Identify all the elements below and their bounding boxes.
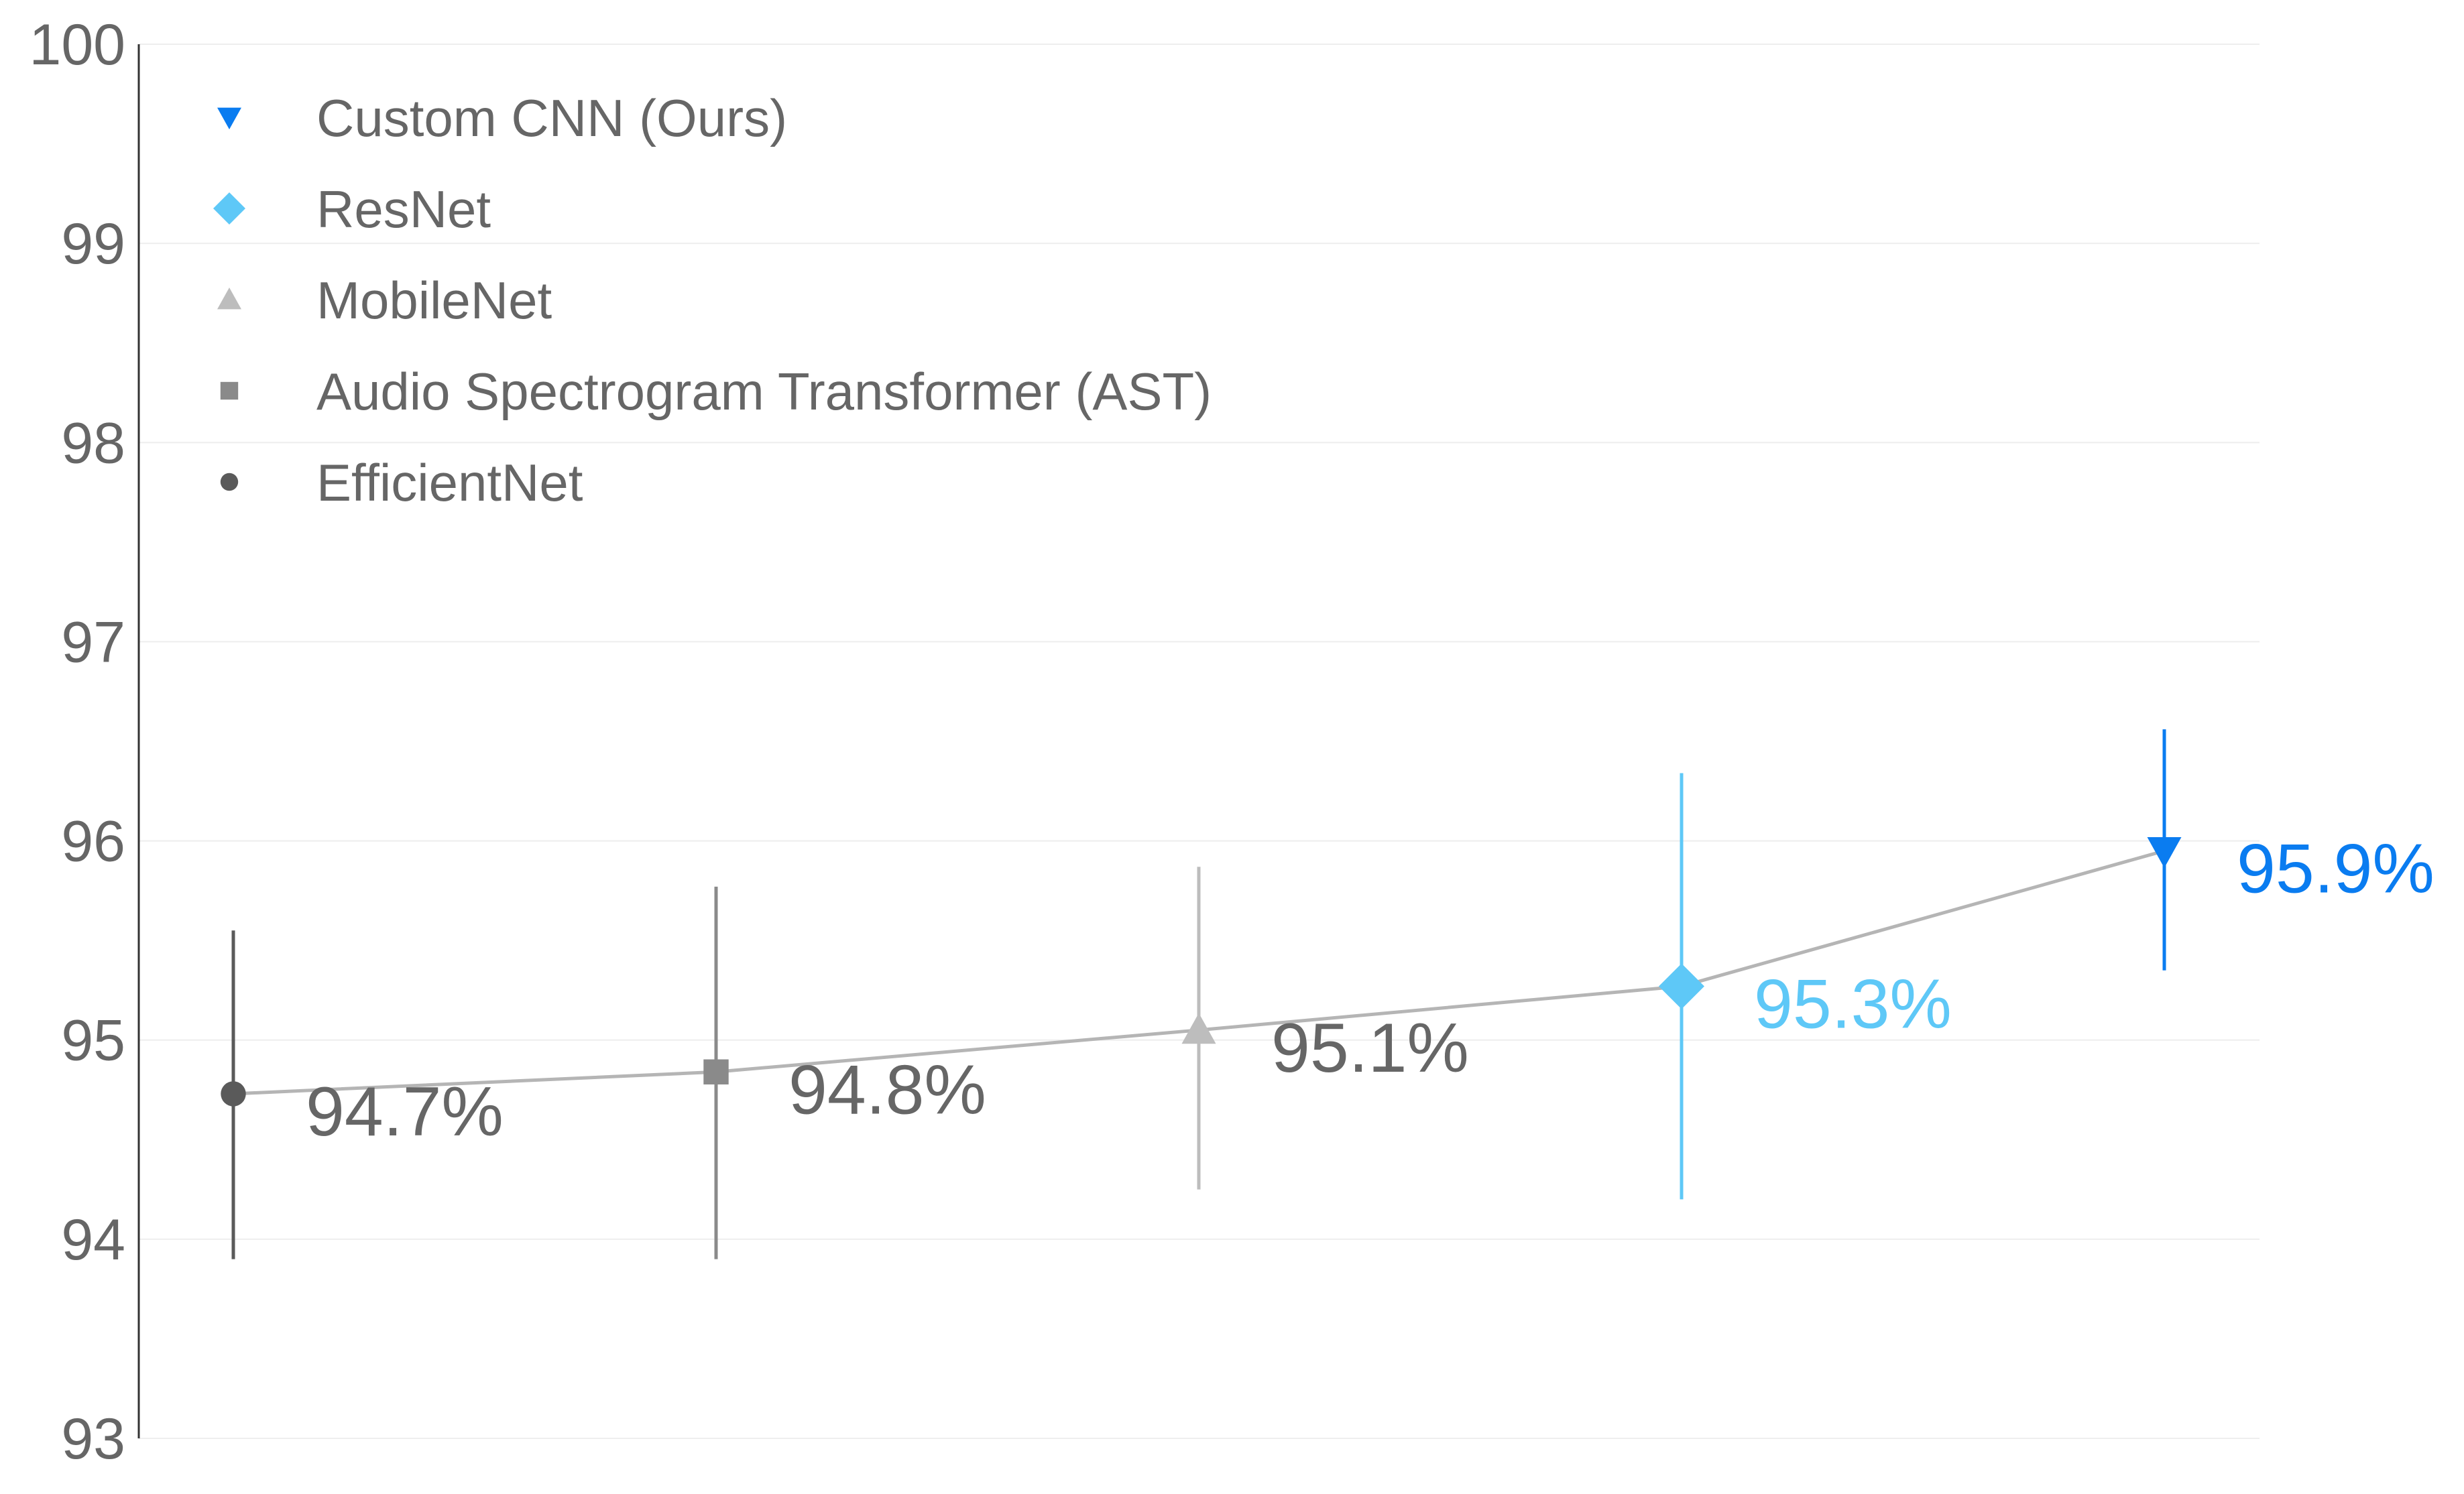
data-point-2 [1181,1013,1216,1044]
legend-label-4: EfficientNet [316,453,583,512]
y-tick-label-99: 99 [61,212,125,276]
legend-label-0: Custom CNN (Ours) [316,88,787,147]
data-markers [221,837,2182,1107]
data-label-3: 95.3% [1754,965,1952,1043]
y-tick-label-100: 100 [30,13,126,77]
legend-marker-4 [220,473,239,491]
data-point-0 [221,1081,246,1107]
data-label-4: 95.9% [2237,830,2434,908]
legend-label-1: ResNet [316,180,491,239]
legend-label-3: Audio Spectrogram Transformer (AST) [316,362,1212,421]
data-point-4 [2147,837,2182,868]
y-tick-label-97: 97 [61,610,125,674]
gridlines [139,44,2260,1439]
legend-marker-2 [217,288,241,310]
legend-marker-3 [220,381,239,400]
legend: Custom CNN (Ours) ResNet MobileNet Audio Sp… [213,88,1212,512]
y-tick-label-95: 95 [61,1009,125,1073]
legend-label-2: MobileNet [316,271,552,330]
legend-marker-1 [213,192,245,225]
data-labels: 94.7% 94.8% 95.1% 95.3% 95.9% [306,830,2434,1151]
data-point-3 [1659,963,1704,1009]
legend-marker-0 [217,107,241,129]
y-tick-labels: 93 94 95 96 97 98 99 100 [30,13,126,1471]
data-point-1 [703,1059,729,1084]
y-tick-label-96: 96 [61,810,125,874]
data-label-0: 94.7% [306,1073,504,1151]
y-tick-label-94: 94 [61,1208,125,1272]
data-label-2: 95.1% [1271,1009,1469,1087]
y-tick-label-93: 93 [61,1407,125,1471]
data-label-1: 94.8% [788,1051,986,1129]
y-tick-label-98: 98 [61,411,125,475]
